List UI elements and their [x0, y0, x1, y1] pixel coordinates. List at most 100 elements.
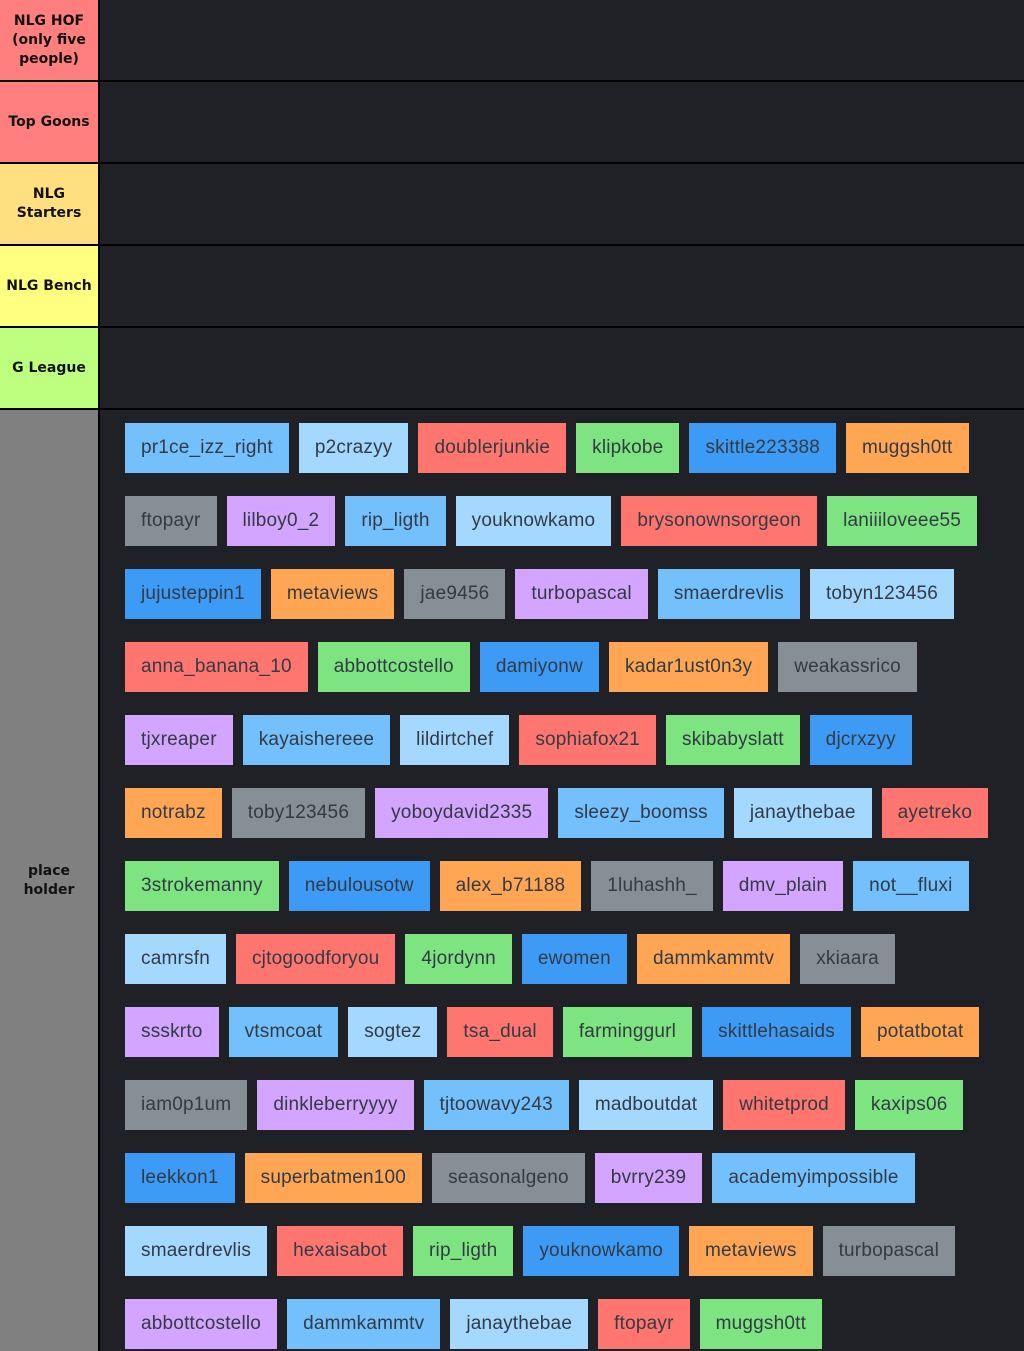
tier-item[interactable]: jae9456: [404, 569, 506, 619]
tier-dropzone[interactable]: pr1ce_izz_right p2crazyy doublerjunkie klip…: [100, 410, 1024, 1351]
tier-dropzone[interactable]: [100, 164, 1024, 244]
tier-item[interactable]: 1luhashh_: [591, 861, 713, 911]
item-row: ssskrto vtsmcoat sogtez tsa_dual farminggurl…: [125, 1007, 1024, 1057]
tier-item[interactable]: ewomen: [521, 934, 627, 984]
tier-item[interactable]: tjxreaper: [125, 715, 233, 765]
tier-item[interactable]: potatbotat: [860, 1007, 980, 1057]
tier-item[interactable]: lildirtchef: [400, 715, 510, 765]
tier-item[interactable]: dammkammtv: [287, 1299, 441, 1349]
tier-item[interactable]: doublerjunkie: [418, 423, 567, 473]
tier-item[interactable]: weakassrico: [778, 642, 917, 692]
tier-item[interactable]: abbottcostello: [125, 1299, 278, 1349]
tier-item[interactable]: toby123456: [231, 788, 366, 838]
tier-item[interactable]: dinkleberryyyy: [257, 1080, 414, 1130]
tier-item[interactable]: xkiaara: [800, 934, 895, 984]
tier-item[interactable]: yoboydavid2335: [375, 788, 549, 838]
tier-item[interactable]: damiyonw: [479, 642, 599, 692]
tier-item[interactable]: rip_ligth: [345, 496, 446, 546]
tier-item[interactable]: kaxips06: [854, 1080, 964, 1130]
tier-row: G League: [0, 328, 1024, 410]
tier-item[interactable]: leekkon1: [125, 1153, 235, 1203]
tier-item[interactable]: nebulousotw: [288, 861, 430, 911]
tier-item[interactable]: whitetprod: [723, 1080, 845, 1130]
tier-item[interactable]: skibabyslatt: [666, 715, 800, 765]
tier-item[interactable]: madboutdat: [578, 1080, 714, 1130]
tier-item[interactable]: dmv_plain: [722, 861, 844, 911]
tier-row: NLG Bench: [0, 246, 1024, 328]
tier-item[interactable]: ftopayr: [125, 496, 217, 546]
tier-item[interactable]: djcrxzyy: [809, 715, 912, 765]
tier-item[interactable]: smaerdrevlis: [125, 1226, 268, 1276]
tier-item[interactable]: laniiiloveee55: [827, 496, 978, 546]
tier-item[interactable]: superbatmen100: [244, 1153, 423, 1203]
tier-item[interactable]: brysonownsorgeon: [621, 496, 818, 546]
tier-item[interactable]: skittlehasaids: [702, 1007, 851, 1057]
item-row: anna_banana_10 abbottcostello damiyonw kada…: [125, 642, 1024, 692]
tier-label[interactable]: NLG HOF (only five people): [0, 0, 100, 80]
tier-item[interactable]: dammkammtv: [636, 934, 791, 984]
tier-item[interactable]: smaerdrevlis: [657, 569, 800, 619]
tier-row: place holder pr1ce_izz_right p2crazyy doubl…: [0, 410, 1024, 1351]
tier-item[interactable]: turbopascal: [515, 569, 648, 619]
tier-item[interactable]: tobyn123456: [809, 569, 955, 619]
tier-item[interactable]: muggsh0tt: [699, 1299, 823, 1349]
tier-item[interactable]: tsa_dual: [447, 1007, 553, 1057]
tier-item[interactable]: kayaishereee: [242, 715, 391, 765]
tier-item[interactable]: bvrry239: [594, 1153, 703, 1203]
tier-item[interactable]: notrabz: [125, 788, 222, 838]
tier-item[interactable]: pr1ce_izz_right: [125, 423, 289, 473]
tier-item[interactable]: p2crazyy: [298, 423, 409, 473]
tier-item[interactable]: camrsfn: [125, 934, 226, 984]
tier-dropzone[interactable]: [100, 82, 1024, 162]
item-row: notrabz toby123456 yoboydavid2335 sleezy_bo…: [125, 788, 1024, 838]
tier-item[interactable]: lilboy0_2: [226, 496, 336, 546]
tier-row: Top Goons: [0, 82, 1024, 164]
tier-label[interactable]: Top Goons: [0, 82, 100, 162]
tier-item[interactable]: skittle223388: [689, 423, 837, 473]
tier-item[interactable]: academyimpossible: [712, 1153, 915, 1203]
tier-item[interactable]: 4jordynn: [405, 934, 512, 984]
tier-row: NLG HOF (only five people): [0, 0, 1024, 82]
tier-item[interactable]: 3strokemanny: [125, 861, 279, 911]
tier-item[interactable]: sogtez: [348, 1007, 438, 1057]
tier-item[interactable]: not__fluxi: [853, 861, 969, 911]
tier-label[interactable]: place holder: [0, 410, 100, 1351]
item-row: tjxreaper kayaishereee lildirtchef sophiafo…: [125, 715, 1024, 765]
tier-item[interactable]: sleezy_boomss: [558, 788, 724, 838]
tier-item[interactable]: metaviews: [689, 1226, 813, 1276]
tier-item[interactable]: sophiafox21: [519, 715, 656, 765]
tier-dropzone[interactable]: [100, 328, 1024, 408]
tier-item[interactable]: turbopascal: [822, 1226, 955, 1276]
tier-item[interactable]: jujusteppin1: [125, 569, 261, 619]
tier-item[interactable]: abbottcostello: [317, 642, 470, 692]
tier-item[interactable]: rip_ligth: [413, 1226, 514, 1276]
tier-item[interactable]: iam0p1um: [125, 1080, 248, 1130]
tier-item[interactable]: ftopayr: [598, 1299, 690, 1349]
tier-row: NLG Starters: [0, 164, 1024, 246]
tier-label[interactable]: NLG Bench: [0, 246, 100, 326]
tier-item[interactable]: ssskrto: [125, 1007, 219, 1057]
tier-item[interactable]: janaythebae: [733, 788, 872, 838]
tier-item[interactable]: youknowkamo: [455, 496, 612, 546]
tier-item[interactable]: ayetreko: [881, 788, 989, 838]
tier-item[interactable]: klipkobe: [576, 423, 680, 473]
tier-item[interactable]: anna_banana_10: [125, 642, 308, 692]
tier-item[interactable]: janaythebae: [450, 1299, 589, 1349]
tier-item[interactable]: youknowkamo: [523, 1226, 679, 1276]
tier-item[interactable]: vtsmcoat: [228, 1007, 339, 1057]
tier-label[interactable]: NLG Starters: [0, 164, 100, 244]
tier-item[interactable]: cjtogoodforyou: [235, 934, 396, 984]
tier-item[interactable]: muggsh0tt: [846, 423, 969, 473]
tier-item[interactable]: hexaisabot: [277, 1226, 403, 1276]
item-row: abbottcostello dammkammtv janaythebae ftopa…: [125, 1299, 1024, 1349]
tier-dropzone[interactable]: [100, 0, 1024, 80]
tier-item[interactable]: alex_b71188: [439, 861, 582, 911]
tier-item[interactable]: kadar1ust0n3y: [608, 642, 769, 692]
tier-label[interactable]: G League: [0, 328, 100, 408]
tier-dropzone[interactable]: [100, 246, 1024, 326]
tier-item[interactable]: seasonalgeno: [432, 1153, 585, 1203]
tier-item[interactable]: tjtoowavy243: [423, 1080, 569, 1130]
tier-item[interactable]: farminggurl: [562, 1007, 693, 1057]
tier-item[interactable]: metaviews: [270, 569, 395, 619]
